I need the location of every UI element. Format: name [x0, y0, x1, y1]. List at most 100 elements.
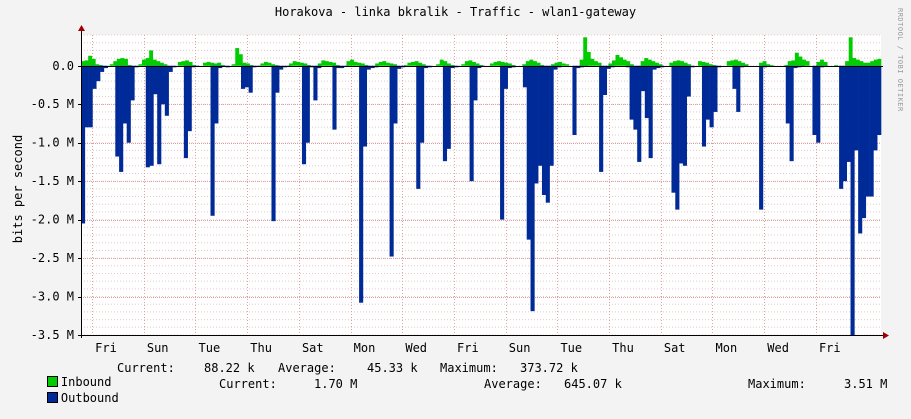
outbound-bar [241, 65, 246, 89]
inbound-bar [220, 65, 225, 66]
outbound-bar [877, 65, 882, 135]
inbound-bar [737, 61, 742, 66]
inbound-bar [622, 59, 627, 66]
inbound-bar [249, 65, 254, 66]
outbound-bar [359, 65, 364, 303]
outbound-bar [816, 65, 821, 143]
outbound-bar [522, 65, 528, 88]
outbound-bar [759, 65, 764, 210]
outbound-bar [629, 65, 634, 120]
inbound-bar [708, 64, 713, 66]
inbound-bar [594, 61, 598, 66]
outbound-bar [652, 65, 657, 70]
inbound-bar [238, 54, 243, 66]
outbound-bar [271, 65, 276, 222]
x-tick-label: Fri [819, 341, 841, 355]
outbound-average-label: Average: [484, 377, 542, 391]
inbound-bar [759, 62, 763, 66]
inbound-bar [744, 64, 749, 66]
inbound-bar [472, 61, 476, 66]
y-tick-label: -3.0 M [31, 290, 74, 304]
inbound-bar [794, 52, 799, 66]
inbound-bar [375, 63, 380, 66]
inbound-bar [493, 61, 498, 66]
inbound-bar [615, 55, 620, 66]
outbound-bar [187, 65, 192, 132]
inbound-bar [307, 65, 311, 66]
inbound-bar [586, 51, 591, 66]
outbound-bar [164, 65, 169, 116]
outbound-bar [122, 65, 128, 124]
outbound-bar [846, 65, 851, 162]
outbound-bar [88, 65, 93, 128]
outbound-bar [861, 65, 867, 219]
outbound-maximum-value: 3.51 M [844, 377, 888, 391]
inbound-maximum-value: 373.72 k [520, 361, 578, 375]
inbound-current-label: Current: [117, 361, 175, 375]
inbound-bar [335, 65, 340, 66]
inbound-bar [332, 62, 337, 66]
x-tick-labels: Fri Sun Tue Thu Sat Mon Wed Fri Sun Tue Thu Sat Mon W… [95, 341, 840, 355]
x-tick-label: Wed [767, 341, 789, 355]
inbound-bar [210, 62, 215, 66]
outbound-bar [705, 65, 710, 120]
inbound-series [81, 37, 882, 66]
chart-title: Horakova - linka bkralik - Traffic - wla… [274, 5, 637, 19]
inbound-bar [873, 59, 878, 66]
inbound-bar [346, 61, 351, 66]
outbound-bar [538, 65, 543, 166]
outbound-bar [709, 65, 714, 128]
inbound-bar [877, 58, 882, 66]
inbound-bar [163, 64, 168, 66]
inbound-bar [289, 63, 293, 66]
outbound-bar [736, 65, 741, 112]
inbound-bar [816, 61, 821, 66]
y-tick-label: -3.5 M [31, 328, 74, 342]
inbound-bar [217, 62, 222, 66]
outbound-swatch [46, 392, 58, 403]
inbound-bar [461, 64, 466, 66]
inbound-bar [798, 56, 803, 66]
outbound-bar [553, 65, 558, 70]
outbound-bar [92, 65, 97, 89]
inbound-bar [683, 62, 688, 66]
inbound-bar [156, 61, 161, 66]
inbound-bar [296, 61, 301, 66]
inbound-bar [733, 59, 738, 66]
x-tick-label: Sat [664, 341, 686, 355]
outbound-bar [549, 65, 554, 166]
inbound-bar [120, 58, 125, 66]
outbound-bar [84, 65, 89, 128]
outbound-bar [541, 65, 547, 196]
outbound-average-value: 645.07 k [564, 377, 622, 391]
inbound-bar [859, 61, 864, 66]
inbound-bar [350, 59, 354, 66]
x-tick-label: Wed [405, 341, 427, 355]
outbound-series [81, 65, 882, 336]
rrdtool-watermark: RRDTOOL / TOBI OETIKER [896, 8, 904, 112]
inbound-bar [497, 61, 502, 66]
inbound-bar [500, 61, 505, 66]
outbound-bar [473, 65, 478, 101]
inbound-bar [303, 63, 308, 66]
inbound-bar [188, 61, 193, 66]
outbound-bar [858, 65, 863, 234]
inbound-bar [608, 63, 613, 66]
inbound-bar [550, 64, 555, 66]
inbound-bar [202, 62, 207, 66]
inbound-bar [450, 65, 455, 66]
x-tick-label: Fri [95, 341, 117, 355]
y-tick-labels: 0.0 -0.5 M -1.0 M -1.5 M -2.0 M -2.5 M -3.0 M -… [31, 59, 81, 342]
axes [78, 25, 889, 339]
outbound-bar [633, 65, 638, 130]
outbound-bar [416, 65, 421, 189]
y-tick-label: -1.5 M [31, 174, 74, 188]
inbound-bar [321, 60, 326, 66]
inbound-bar [579, 59, 584, 66]
outbound-bar [732, 65, 737, 89]
inbound-name: Inbound [60, 375, 112, 389]
x-tick-label: Tue [560, 341, 582, 355]
outbound-bar [442, 65, 448, 162]
inbound-bar [403, 65, 408, 66]
outbound-bar [130, 65, 135, 101]
